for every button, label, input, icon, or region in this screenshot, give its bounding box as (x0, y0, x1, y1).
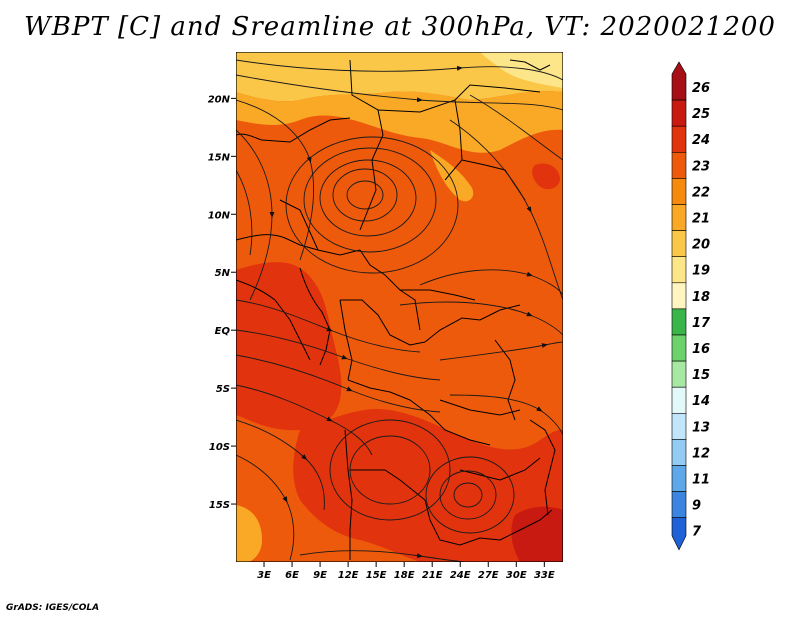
lon-tick-label: 9E (313, 570, 327, 581)
colorbar-swatch (671, 204, 687, 231)
colorbar: 26 25 24 23 22 21 20 19 18 17 16 15 14 13 12 11 9 7 (671, 61, 711, 551)
colorbar-label: 9 (692, 499, 701, 514)
grads-credit: GrADS: IGES/COLA (6, 603, 100, 613)
colorbar-swatch (671, 256, 687, 284)
colorbar-label: 21 (692, 212, 710, 227)
lon-tick-label: 6E (285, 570, 299, 581)
colorbar-swatch (671, 99, 687, 127)
colorbar-swatch (671, 491, 687, 519)
colorbar-label: 25 (692, 107, 710, 122)
lat-tick-label: 10S (209, 442, 230, 453)
colorbar-label: 11 (692, 473, 710, 488)
lat-tick-label: 15S (209, 500, 230, 511)
colorbar-label: 18 (692, 290, 710, 305)
colorbar-swatch (671, 178, 687, 205)
lon-tick-label: 18E (394, 570, 415, 581)
latitude-axis: 20N 15N 10N 5N EQ 5S 10S 15S (208, 94, 236, 511)
colorbar-swatch (671, 125, 687, 153)
wbpt-region-southeast-darkest (511, 506, 563, 562)
colorbar-label: 13 (692, 420, 710, 435)
colorbar-swatch (671, 465, 687, 492)
colorbar-label: 12 (692, 446, 710, 461)
lat-tick-label: 20N (208, 94, 231, 105)
colorbar-label: 15 (692, 368, 710, 383)
lon-tick-label: 21E (422, 570, 443, 581)
lon-tick-label: 15E (366, 570, 387, 581)
longitude-axis: 3E 6E 9E 12E 15E 18E 21E 24E 27E 30E 33E (257, 562, 555, 581)
colorbar-label: 22 (692, 185, 710, 200)
lon-tick-label: 24E (450, 570, 471, 581)
colorbar-swatch (671, 308, 687, 336)
colorbar-label: 24 (692, 133, 710, 148)
wbpt-region-northeast-pale (480, 52, 563, 88)
colorbar-swatch (671, 152, 687, 179)
colorbar-swatch (671, 386, 687, 414)
wbpt-region-north-light (236, 52, 563, 102)
lon-tick-label: 27E (478, 570, 499, 581)
colorbar-swatch (671, 412, 687, 440)
lon-tick-label: 3E (257, 570, 271, 581)
map-panel (236, 52, 563, 562)
colorbar-label: 17 (692, 316, 711, 331)
lon-tick-label: 30E (506, 570, 527, 581)
streamlines (236, 59, 563, 562)
colorbar-label: 16 (692, 342, 710, 357)
wbpt-region-west-dark (236, 262, 342, 431)
lat-tick-label: 15N (208, 152, 231, 163)
lon-tick-label: 33E (534, 570, 555, 581)
colorbar-swatch (671, 61, 687, 101)
colorbar-swatch (671, 230, 687, 258)
colorbar-swatch (671, 334, 687, 362)
country-boundaries (236, 59, 556, 560)
colorbar-swatch (671, 360, 687, 388)
colorbar-label: 23 (692, 159, 710, 174)
map-title: WBPT [C] and Sreamline at 300hPa, VT: 20… (24, 12, 776, 42)
colorbar-label: 7 (692, 525, 702, 540)
wbpt-region-southwest-light (236, 505, 262, 562)
colorbar-label: 26 (692, 81, 710, 96)
colorbar-label: 20 (692, 238, 710, 253)
wbpt-region-north-mid (236, 91, 563, 153)
colorbar-swatch (671, 439, 687, 466)
wbpt-region-northeast-band (430, 150, 474, 202)
colorbar-swatch (671, 517, 687, 551)
colorbar-label: 19 (692, 264, 710, 279)
wbpt-region-east-spot (532, 163, 560, 190)
lat-tick-label: 5S (216, 384, 230, 395)
lat-tick-label: EQ (215, 326, 231, 337)
lat-tick-label: 5N (215, 268, 231, 279)
lat-tick-label: 10N (208, 210, 231, 221)
colorbar-label: 14 (692, 394, 710, 409)
lon-tick-label: 12E (338, 570, 359, 581)
colorbar-swatch (671, 282, 687, 310)
